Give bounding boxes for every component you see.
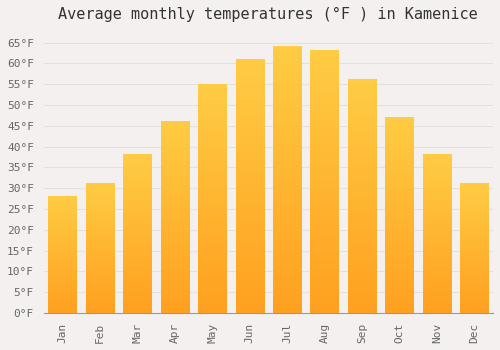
Title: Average monthly temperatures (°F ) in Kamenice: Average monthly temperatures (°F ) in Ka… [58,7,478,22]
